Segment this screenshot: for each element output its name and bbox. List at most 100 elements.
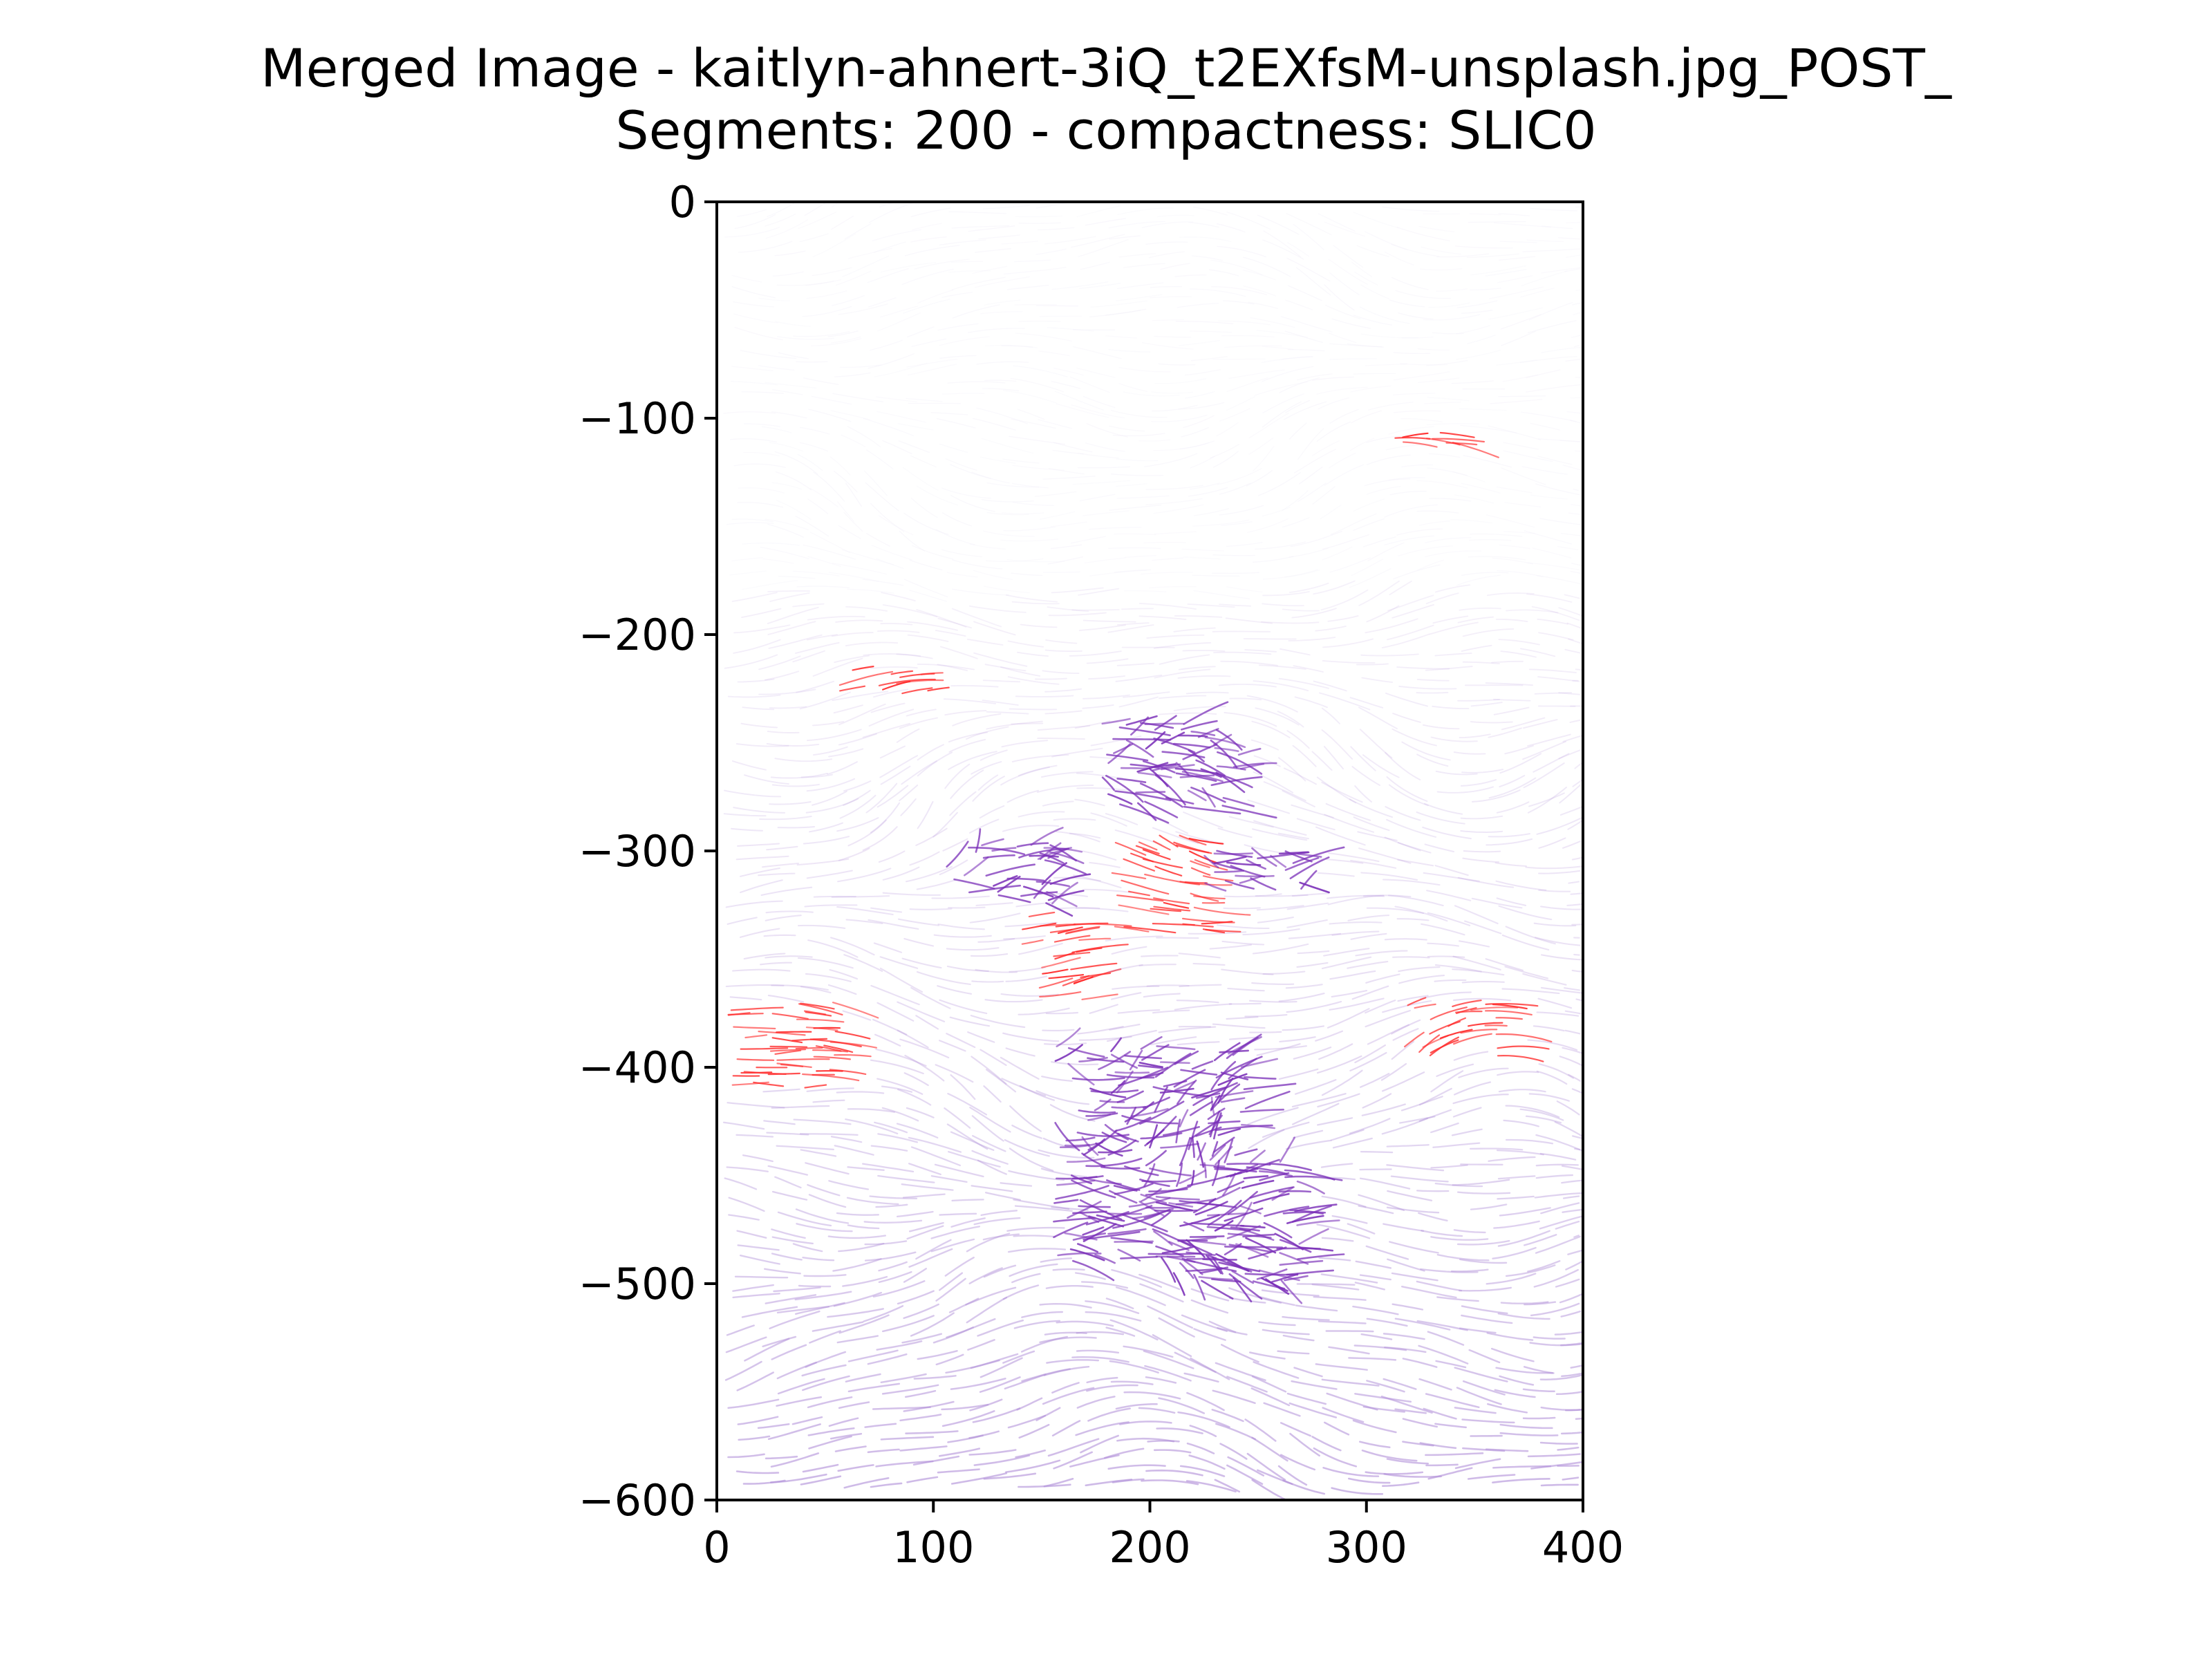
streamline	[1130, 716, 1149, 736]
streamline	[1174, 1080, 1196, 1091]
streamline	[1111, 992, 1142, 1000]
streamline	[981, 438, 1034, 454]
streamline	[941, 487, 992, 499]
streamline	[897, 1001, 946, 1022]
streamline	[1056, 403, 1109, 418]
streamline	[1262, 569, 1318, 580]
streamline	[1366, 1318, 1408, 1327]
streamline	[937, 323, 979, 331]
streamline	[1053, 1217, 1096, 1223]
streamline	[1087, 1407, 1131, 1422]
streamline	[1161, 1256, 1177, 1283]
streamline	[1382, 1000, 1432, 1013]
streamline	[1427, 912, 1471, 926]
streamline	[1499, 753, 1542, 774]
streamline	[984, 344, 1038, 348]
streamline	[1490, 399, 1543, 404]
streamline	[1418, 1344, 1469, 1365]
streamline	[1183, 812, 1224, 829]
streamline	[776, 1396, 823, 1407]
streamline	[1354, 1393, 1412, 1403]
streamline	[1262, 591, 1310, 597]
streamline	[1226, 586, 1263, 593]
streamline	[1328, 452, 1356, 469]
streamline	[910, 1146, 962, 1167]
streamline	[832, 691, 889, 702]
streamline	[1172, 1272, 1185, 1296]
streamline	[1192, 962, 1226, 966]
streamline	[947, 381, 1006, 384]
streamline	[1254, 1045, 1307, 1051]
streamline	[1077, 452, 1120, 459]
streamline	[1000, 766, 1051, 786]
streamline	[1493, 698, 1531, 702]
streamline	[1360, 333, 1418, 339]
streamline	[1113, 743, 1134, 754]
streamline	[1219, 482, 1251, 495]
streamline	[1416, 510, 1459, 514]
streamline	[845, 1373, 881, 1382]
streamline	[1051, 747, 1103, 758]
streamline	[910, 497, 938, 518]
streamline	[1559, 784, 1582, 804]
streamline	[1288, 1402, 1338, 1418]
streamline	[1428, 453, 1461, 458]
streamline	[1454, 1407, 1497, 1414]
streamline	[1185, 691, 1229, 695]
streamline	[1049, 1104, 1096, 1122]
streamline	[1120, 767, 1151, 770]
streamline	[1190, 731, 1216, 736]
streamline	[1292, 1103, 1340, 1125]
streamline	[1002, 390, 1057, 404]
streamline	[1152, 319, 1185, 321]
streamline	[1050, 521, 1087, 527]
streamline	[827, 761, 858, 776]
streamline	[882, 892, 941, 896]
streamline	[941, 292, 973, 298]
streamline	[1355, 950, 1408, 957]
streamline	[1393, 393, 1436, 395]
streamline	[1452, 1094, 1509, 1105]
streamline	[1425, 592, 1459, 605]
streamline	[1284, 330, 1323, 344]
streamline	[1179, 236, 1232, 243]
streamline	[906, 709, 937, 717]
streamline	[1327, 1008, 1370, 1029]
streamline	[1257, 1469, 1293, 1485]
streamline	[951, 276, 1006, 290]
streamline	[1114, 790, 1172, 801]
streamline	[742, 706, 775, 711]
streamline	[982, 530, 1035, 537]
streamline	[950, 1074, 976, 1100]
streamline	[1297, 852, 1322, 858]
streamline	[758, 688, 816, 695]
streamline	[946, 965, 989, 972]
streamline	[950, 1378, 1006, 1390]
streamline	[1187, 789, 1207, 802]
streamline	[1382, 1481, 1420, 1487]
streamline	[1248, 1351, 1286, 1360]
streamline	[805, 279, 842, 286]
streamline	[836, 1212, 879, 1216]
streamline	[836, 270, 872, 286]
streamline	[1439, 431, 1475, 438]
streamline	[903, 1268, 927, 1283]
streamline	[791, 1416, 823, 1425]
streamline	[1183, 1259, 1203, 1275]
streamline	[1190, 356, 1228, 362]
streamline	[1461, 1314, 1513, 1324]
streamline	[1226, 1376, 1268, 1393]
streamline	[1113, 1185, 1138, 1192]
streamline	[1078, 1056, 1108, 1062]
streamline	[836, 906, 894, 916]
streamline	[1391, 1272, 1438, 1282]
streamline	[1568, 638, 1583, 644]
streamline	[1528, 562, 1580, 570]
streamline	[1177, 303, 1219, 308]
streamline	[866, 533, 890, 547]
streamline	[1156, 1045, 1196, 1051]
streamline	[766, 1132, 809, 1136]
streamline	[731, 592, 778, 602]
streamline	[1149, 1168, 1192, 1177]
streamline	[836, 817, 879, 832]
